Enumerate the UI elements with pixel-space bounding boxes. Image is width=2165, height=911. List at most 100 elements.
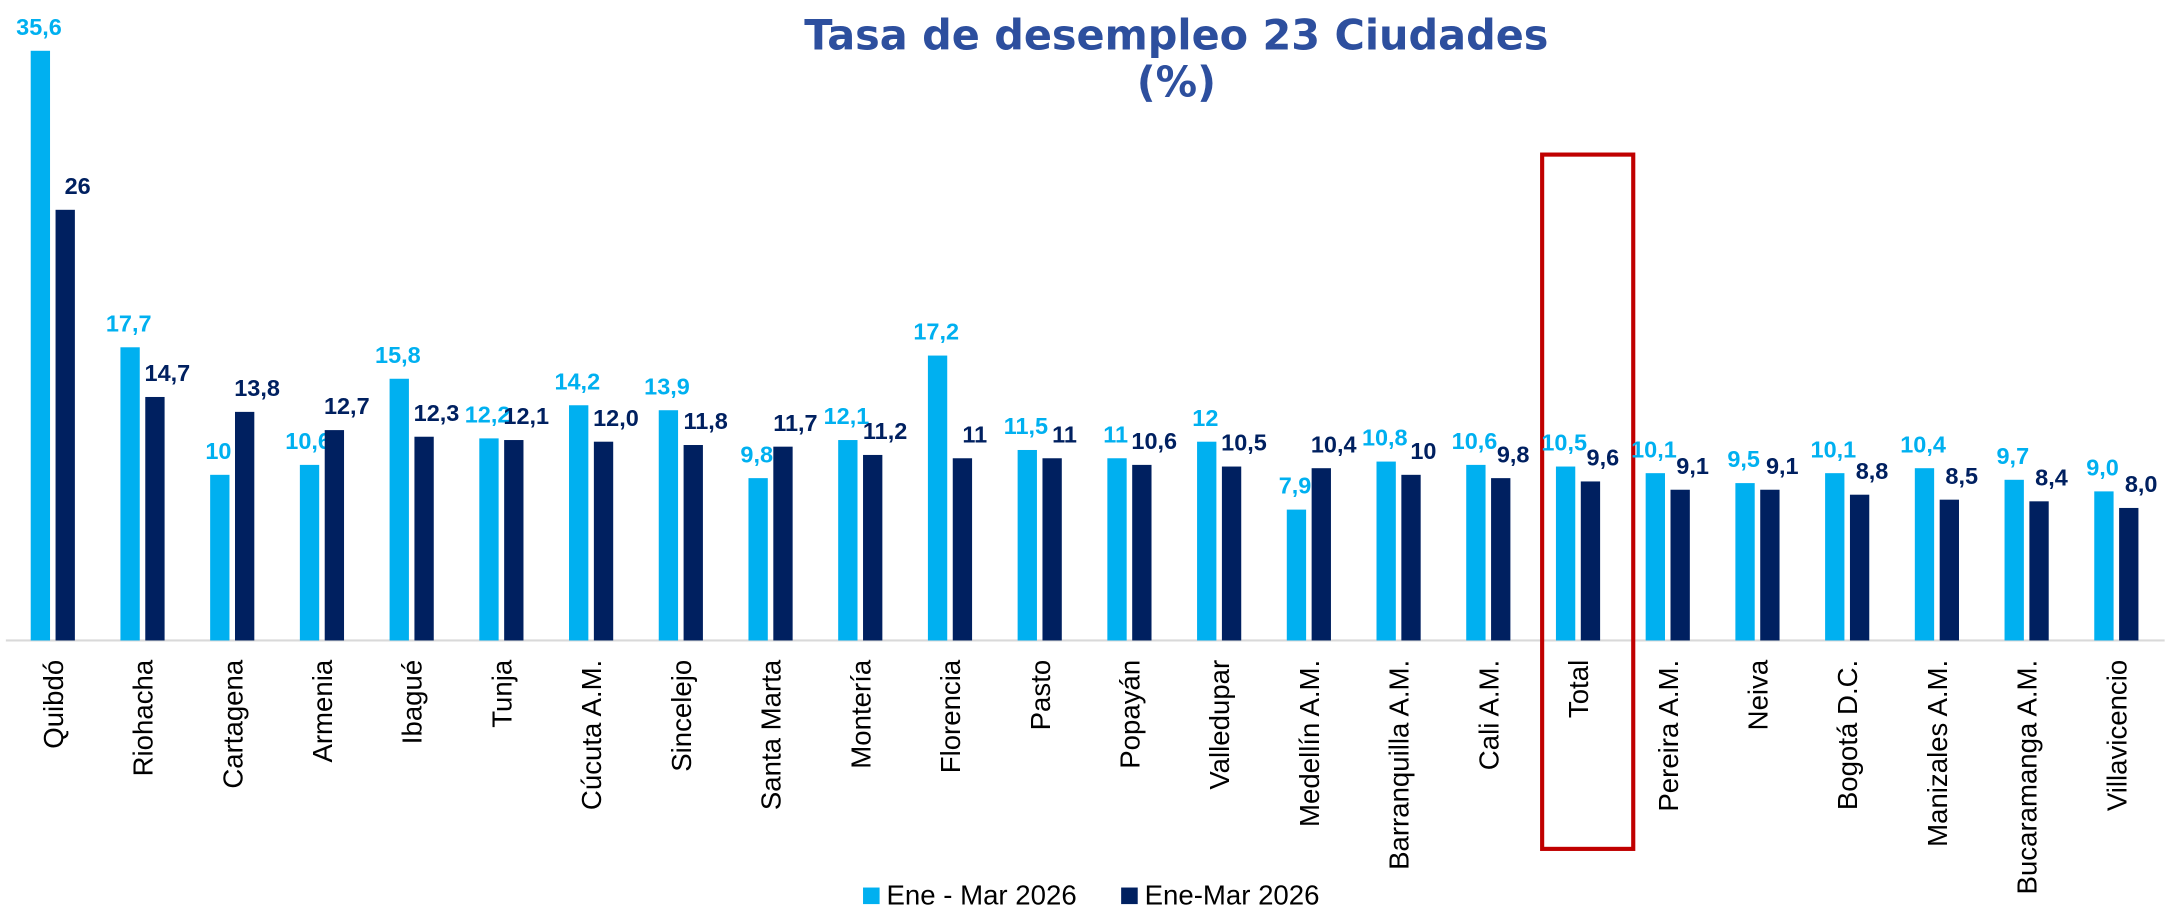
x-tick-label: Santa Marta [756, 659, 787, 810]
x-tick-label: Popayán [1114, 660, 1145, 769]
value-label: 9,7 [1997, 443, 2030, 469]
value-label: 10,6 [1131, 428, 1177, 454]
x-tick-label: Total [1563, 660, 1594, 718]
chart-title: Tasa de desempleo 23 Ciudades [804, 12, 1548, 60]
x-tick-label: Sincelejo [666, 660, 697, 772]
value-label: 12,7 [324, 393, 370, 419]
x-tick-label: Riohacha [128, 659, 159, 776]
value-label: 26 [65, 173, 91, 199]
bar [2004, 479, 2024, 641]
value-label: 13,8 [234, 375, 280, 401]
legend-label: Ene-Mar 2026 [1145, 879, 1320, 910]
legend-swatch [863, 887, 880, 905]
value-label: 11,8 [683, 408, 727, 434]
x-tick-label: Pereira A.M. [1653, 660, 1684, 812]
value-label: 12,3 [414, 400, 460, 426]
value-label: 12 [1192, 405, 1218, 431]
value-label: 10,1 [1811, 436, 1857, 462]
bar [1017, 449, 1037, 641]
bar [1939, 499, 1959, 641]
value-label: 10 [205, 438, 231, 464]
bar [234, 411, 255, 641]
bar [1042, 458, 1062, 641]
x-tick-label: Cartagena [217, 659, 248, 789]
bar [863, 454, 883, 641]
value-label: 11 [962, 421, 987, 447]
bar [145, 396, 165, 641]
x-tick-label: Manizales A.M. [1922, 660, 1953, 847]
x-tick-label: Pasto [1025, 660, 1056, 731]
x-tick-label: Villavicencio [2101, 660, 2132, 811]
bar [1491, 478, 1511, 641]
bar [838, 440, 858, 641]
bar [569, 405, 589, 641]
x-tick-label: Valledupar [1204, 660, 1235, 790]
value-label: 11 [1103, 421, 1128, 447]
bar [1580, 481, 1601, 641]
value-label: 13,9 [644, 373, 690, 399]
x-tick-label: Ibagué [397, 660, 428, 744]
legend-swatch [1121, 887, 1138, 905]
value-label: 12,1 [824, 403, 870, 429]
value-label: 7,9 [1279, 473, 1312, 499]
bar [2094, 491, 2114, 641]
value-label: 9,8 [1497, 441, 1530, 467]
value-label: 10 [1410, 438, 1436, 464]
x-tick-label: Armenia [307, 659, 338, 762]
value-label: 10,1 [1631, 436, 1677, 462]
bar [952, 458, 973, 641]
value-label: 9,0 [2086, 455, 2119, 481]
bar [748, 478, 768, 641]
value-label: 11,7 [773, 410, 817, 436]
value-label: 10,6 [1452, 428, 1498, 454]
value-label: 10,4 [1311, 431, 1357, 457]
x-tick-label: Neiva [1743, 659, 1774, 730]
bar [1735, 483, 1755, 641]
value-label: 10,5 [1541, 430, 1587, 456]
value-label: 35,6 [16, 14, 62, 40]
value-label: 14,7 [145, 360, 191, 386]
bar [1132, 464, 1152, 641]
value-label: 11 [1052, 421, 1077, 447]
bar [1376, 461, 1396, 641]
value-label: 10,8 [1362, 425, 1408, 451]
value-label: 9,8 [740, 441, 773, 467]
bar [504, 440, 524, 641]
bar [1401, 474, 1421, 641]
bar [1914, 468, 1935, 641]
x-tick-label: Quibdó [38, 660, 69, 749]
bar [414, 436, 434, 641]
bar [1645, 473, 1665, 641]
bar [2119, 507, 2139, 641]
bar [1825, 473, 1845, 641]
bar [30, 50, 51, 641]
bar [324, 430, 345, 641]
bar [299, 464, 320, 641]
x-tick-label: Cúcuta A.M. [576, 660, 607, 810]
value-label: 12,1 [503, 403, 549, 429]
bar [2029, 501, 2049, 641]
bar [1760, 489, 1780, 641]
bar [1107, 458, 1127, 641]
value-label: 17,7 [106, 310, 152, 336]
value-label: 9,1 [1766, 453, 1799, 479]
x-tick-label: Barranquilla A.M. [1384, 660, 1415, 870]
value-label: 8,5 [1945, 463, 1978, 489]
legend-label: Ene - Mar 2026 [886, 879, 1076, 910]
value-label: 8,4 [2035, 464, 2068, 490]
x-tick-label: Bucaramanga A.M. [2012, 660, 2043, 895]
x-tick-label: Cali A.M. [1473, 660, 1504, 770]
bar [658, 410, 679, 641]
value-label: 10,4 [1900, 431, 1946, 457]
chart-subtitle: (%) [1137, 59, 1216, 107]
bar [389, 378, 409, 641]
value-label: 9,6 [1587, 445, 1620, 471]
highlight-box [1540, 152, 1636, 851]
bar [120, 347, 140, 641]
bar [479, 438, 499, 641]
x-tick-label: Tunja [486, 659, 517, 728]
bar [1197, 441, 1217, 641]
value-label: 12,2 [465, 402, 511, 428]
bar [1670, 489, 1690, 641]
